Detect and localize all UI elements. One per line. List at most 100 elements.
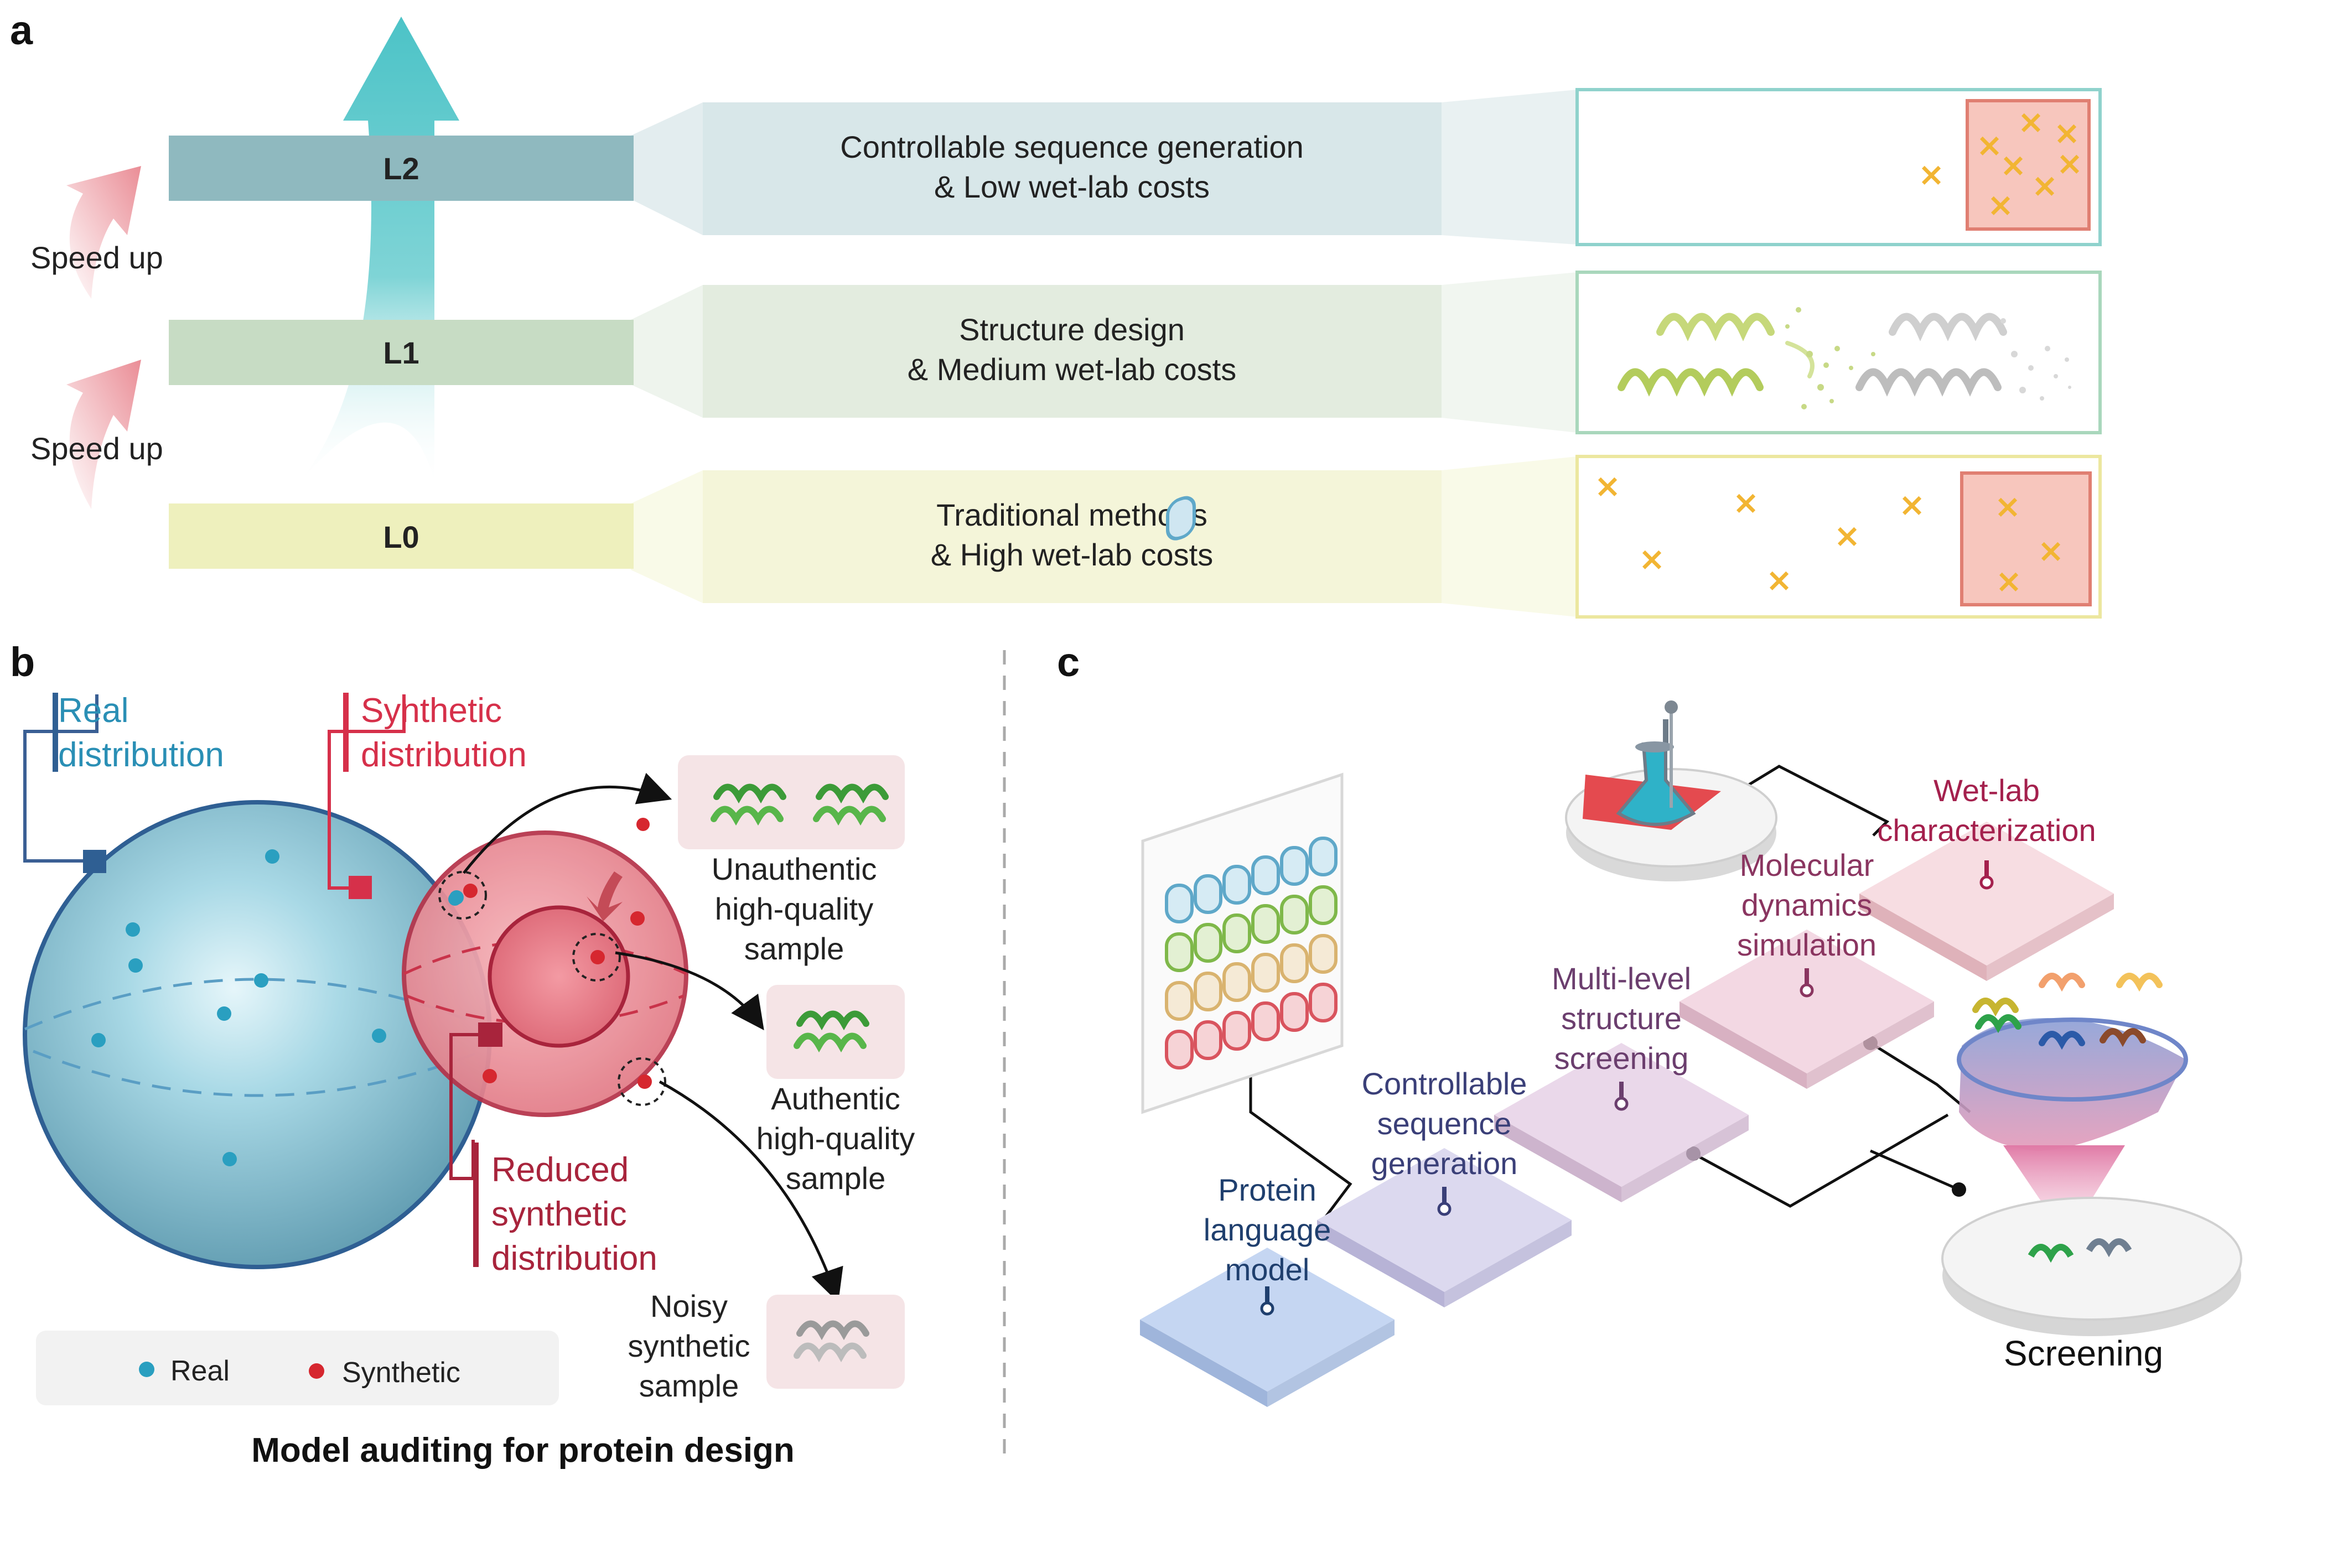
level-row-l0: L0 Traditional methods & High wet-lab co… (169, 455, 2102, 619)
speed-up-arrow-icon (66, 166, 141, 299)
step-2-label-2: sequence (1377, 1106, 1512, 1141)
protein-structure-icon (711, 783, 889, 826)
lab-platform (1565, 700, 1777, 881)
step-4-label-2: dynamics (1741, 887, 1873, 922)
sequence-token (1194, 874, 1222, 914)
panel-b-title: Model auditing for protein design (251, 1431, 795, 1470)
reduced-label-2: synthetic (491, 1195, 627, 1233)
sequence-token (1222, 913, 1251, 953)
platform-molecular-dynamics-simulation (1680, 930, 1934, 1089)
sequence-token (1309, 983, 1338, 1022)
sequence-token (1309, 885, 1338, 925)
level-desc-l1-line1: Structure design (959, 312, 1185, 347)
curve-arrow-icon (587, 871, 623, 921)
sequence-token (1309, 837, 1338, 876)
l2-target-box (1966, 99, 2091, 231)
step-controllable-sequence-generation: Controllable sequence generation (1362, 1066, 1527, 1181)
step-wet-lab-characterization: Wet-lab characterization (1877, 773, 2096, 848)
panel-a-label: a (10, 7, 33, 53)
step-1-label-3: model (1225, 1252, 1310, 1287)
panel-c: c (1057, 496, 2242, 1407)
real-distribution-label-2: distribution (58, 736, 224, 774)
unauthentic-label-1: Unauthentic (712, 852, 877, 886)
panel-a: a Speed up Speed up L2 Controllable sequ… (10, 7, 2102, 619)
x-marker: × (1976, 126, 2003, 164)
legend-synthetic-label: Synthetic (342, 1357, 460, 1389)
sequence-token (1194, 923, 1222, 963)
sequence-grid (1166, 496, 1196, 541)
protein-structure-icon (1855, 313, 2007, 397)
step-1-label-1: Protein (1218, 1172, 1316, 1207)
level-desc-l0-line1: Traditional methods (936, 497, 1207, 532)
step-2-label-3: generation (1371, 1146, 1518, 1181)
l2-markers: × × × × × × × × (1918, 103, 2083, 224)
sequence-token (1251, 953, 1280, 993)
sequence-rows (1165, 837, 1338, 1069)
x-marker: × (1594, 467, 1621, 505)
legend-real-dot (139, 1362, 154, 1377)
flask-icon (1665, 700, 1678, 714)
sequence-token (1165, 981, 1194, 1021)
speed-up-label-2: Speed up (30, 431, 163, 466)
x-marker: × (1987, 186, 2014, 224)
real-callout-line (23, 694, 99, 863)
platform-multi-level-structure-screening (1494, 1043, 1749, 1202)
sequence-token (1280, 846, 1309, 886)
reduced-label-1: Reduced (491, 1151, 629, 1189)
protein-structure-icon (1972, 973, 2163, 1050)
level-desc-l2-line2: & Low wet-lab costs (934, 169, 1210, 204)
sequence-token (1165, 932, 1194, 972)
level-desc-l1-line2: & Medium wet-lab costs (908, 352, 1236, 387)
level-desc-box-l2 (703, 102, 1442, 235)
funnel-icon (1957, 1017, 2188, 1239)
real-callout-marker (83, 850, 106, 873)
sequence-token (1251, 904, 1280, 944)
sequence-token (1251, 1001, 1280, 1041)
l0-markers: × × × × × × × × × (1594, 467, 2065, 600)
step-5-label-2: characterization (1877, 813, 2096, 848)
synthetic-distribution-label-2: distribution (361, 736, 527, 774)
level-label-l2: L2 (383, 151, 419, 186)
sequence-token (1165, 1030, 1194, 1069)
level-desc-l0-line2: & High wet-lab costs (931, 537, 1213, 572)
sequence-token (1194, 972, 1222, 1011)
l0-target-box (1960, 471, 2092, 606)
level-desc-box-l1 (703, 285, 1442, 418)
step-5-label-1: Wet-lab (1934, 773, 2040, 808)
pipeline-platforms (1140, 822, 2114, 1407)
protein-structure-icon (2028, 1244, 2074, 1263)
step-2-label-1: Controllable (1362, 1066, 1527, 1101)
authentic-label-1: Authentic (771, 1081, 900, 1116)
synthetic-distribution-label-1: Synthetic (361, 692, 502, 730)
sequence-token (1222, 1011, 1251, 1051)
level-row-l1: L1 Structure design & Medium wet-lab cos… (169, 271, 2102, 434)
level-bar-l1 (169, 320, 634, 385)
authentic-sample-box (766, 985, 905, 1079)
step-3-label-1: Multi-level (1552, 961, 1691, 996)
panel-c-label: c (1057, 639, 1080, 685)
real-points (91, 849, 464, 1166)
x-marker: × (2031, 167, 2059, 204)
synthetic-points (463, 818, 652, 1089)
dot-cloud (2000, 318, 2071, 401)
synthetic-callout-marker (349, 876, 372, 899)
reduced-label-3: distribution (491, 1239, 657, 1278)
protein-structure-icon (794, 1320, 869, 1363)
panel-b-label: b (10, 639, 35, 685)
l1-structure-box (1575, 271, 2102, 434)
platform-protein-language-model (1140, 1248, 1395, 1407)
sequence-token (1280, 895, 1309, 934)
x-marker: × (2056, 144, 2083, 182)
step-4-label-1: Molecular (1740, 848, 1874, 882)
unauthentic-sample-box (678, 755, 905, 849)
x-marker: × (1918, 155, 1945, 193)
sequence-token (1222, 865, 1251, 905)
unauthentic-label-3: sample (744, 931, 844, 966)
sequence-token (1165, 884, 1194, 923)
step-protein-language-model: Protein language model (1204, 1172, 1331, 1287)
legend-synthetic-dot (309, 1363, 324, 1379)
x-marker: × (1639, 540, 1666, 578)
sequence-token (1222, 962, 1251, 1002)
level-label-l1: L1 (383, 335, 419, 370)
platform-wet-lab-characterization (1859, 822, 2114, 981)
